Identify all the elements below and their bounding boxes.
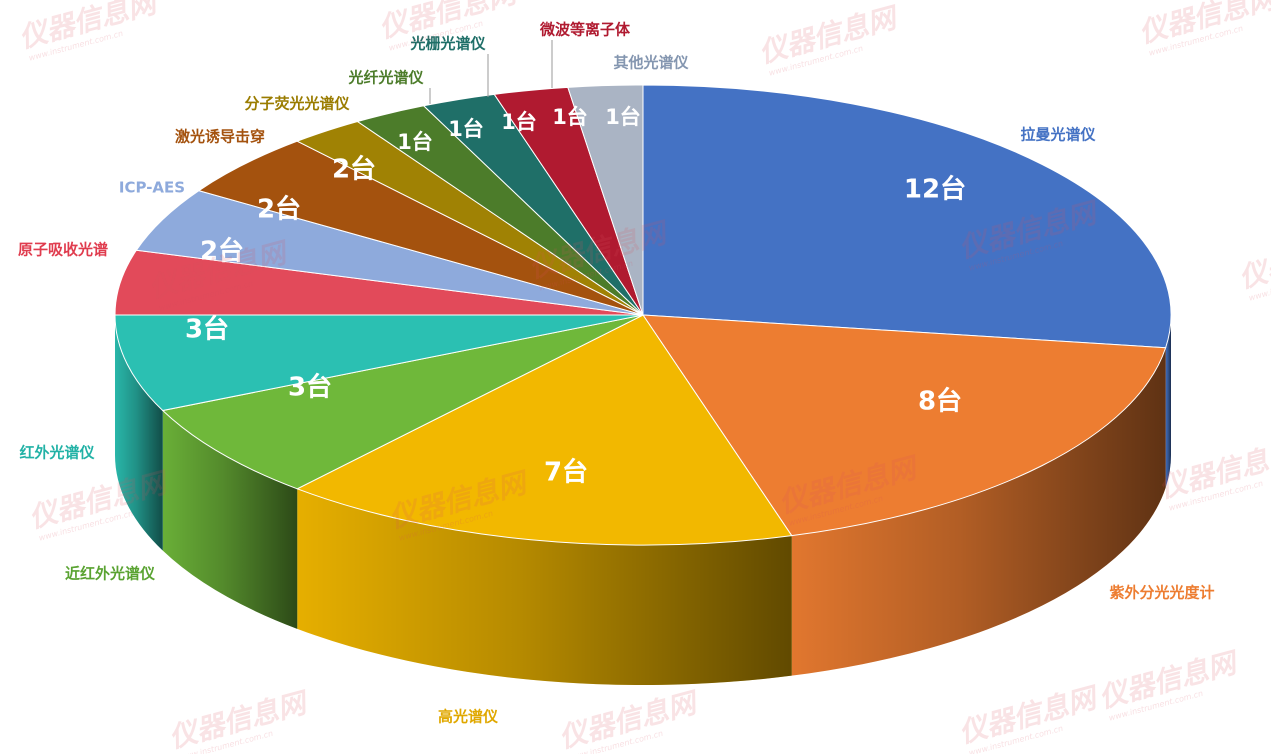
category-label: 其他光谱仪 — [613, 54, 689, 72]
side-shade — [297, 488, 792, 686]
value-label: 3台 — [288, 372, 332, 403]
category-label: 微波等离子体 — [539, 21, 631, 39]
side-shade — [162, 410, 298, 629]
value-label: 2台 — [332, 154, 376, 185]
value-label: 2台 — [257, 194, 301, 225]
value-label: 8台 — [918, 386, 962, 417]
pie-sides — [115, 315, 1171, 686]
value-label: 1台 — [501, 110, 537, 134]
value-label: 1台 — [605, 105, 641, 129]
category-label: 近红外光谱仪 — [65, 565, 156, 583]
category-label: 光栅光谱仪 — [409, 35, 486, 53]
slice — [642, 84, 1172, 349]
value-label: 1台 — [552, 105, 588, 129]
leader-lines — [429, 40, 553, 104]
value-label: 7台 — [544, 457, 588, 488]
side-shade — [115, 315, 163, 551]
category-label: 激光诱导击穿 — [175, 128, 265, 146]
value-label: 3台 — [185, 314, 229, 345]
category-label: 红外光谱仪 — [19, 444, 95, 462]
side-shade — [791, 347, 1166, 676]
category-label: 光纤光谱仪 — [347, 69, 424, 87]
slice — [295, 314, 793, 546]
value-label: 2台 — [200, 236, 244, 267]
watermark-text: 仪器信息网 — [1235, 225, 1271, 294]
side-shade — [1165, 315, 1171, 488]
slice — [114, 314, 644, 412]
category-label: 紫外分光光度计 — [1109, 584, 1214, 602]
category-label: 高光谱仪 — [438, 708, 499, 726]
pie-tops — [114, 84, 1172, 546]
slice — [642, 314, 1167, 537]
value-label: 1台 — [397, 130, 433, 154]
value-label: 1台 — [448, 117, 484, 141]
slice — [161, 314, 644, 490]
category-label: 分子荧光光谱仪 — [244, 95, 350, 113]
category-label: 拉曼光谱仪 — [1020, 126, 1096, 144]
category-label: ICP-AES — [119, 179, 185, 197]
value-label: 12台 — [904, 174, 966, 205]
category-label: 原子吸收光谱 — [18, 241, 108, 259]
slice — [567, 84, 644, 316]
